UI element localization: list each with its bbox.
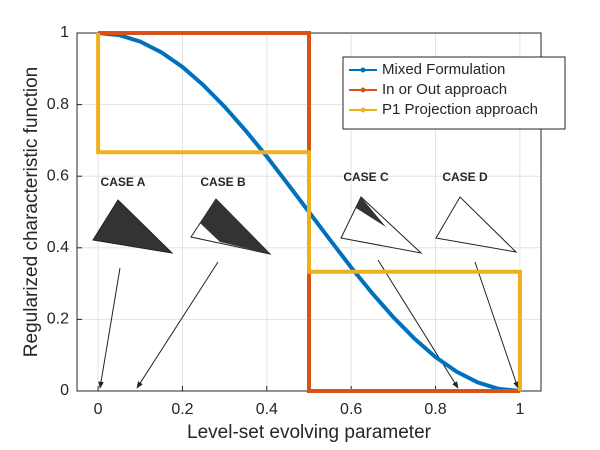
triangle-a <box>92 199 174 254</box>
legend-label: In or Out approach <box>382 81 507 98</box>
annotation: CASE C <box>343 170 389 184</box>
legend-label: P1 Projection approach <box>382 101 538 118</box>
annotation: CASE D <box>442 170 488 184</box>
x-tick-label: 1 <box>515 401 524 418</box>
annotation: CASE A <box>101 175 146 189</box>
legend-label: Mixed Formulation <box>382 61 505 78</box>
y-tick-label: 0.2 <box>47 311 69 328</box>
arrow <box>136 261 219 389</box>
x-tick-label: 0.6 <box>340 401 362 418</box>
y-tick-label: 0.8 <box>47 96 69 113</box>
series-line <box>96 33 522 391</box>
legend: Mixed Formulation In or Out approach P1 Pr… <box>342 56 566 130</box>
x-tick-label: 0.2 <box>171 401 193 418</box>
triangle-d <box>435 196 518 253</box>
plot <box>96 31 522 393</box>
x-tick-label: 0.8 <box>424 401 446 418</box>
legend-marker <box>360 107 366 113</box>
y-tick-label: 0 <box>60 382 69 399</box>
x-tick-label: 0 <box>94 401 103 418</box>
arrow <box>474 261 519 389</box>
legend-marker <box>360 67 366 73</box>
x-tick-label: 0.4 <box>256 401 278 418</box>
y-tick-label: 0.6 <box>47 167 69 184</box>
annotations <box>92 196 519 389</box>
triangle-c-fill <box>356 197 386 227</box>
arrow <box>377 259 459 389</box>
legend-marker <box>360 87 366 93</box>
legend-box <box>342 56 566 130</box>
y-axis-label: Regularized characteristic function <box>21 67 42 357</box>
arrow <box>98 267 121 389</box>
y-tick-label: 1 <box>60 24 69 41</box>
x-axis-label: Level-set evolving parameter <box>187 422 432 443</box>
annotation: CASE B <box>200 175 246 189</box>
triangle-b-fill <box>200 199 270 254</box>
y-tick-label: 0.4 <box>47 239 69 256</box>
